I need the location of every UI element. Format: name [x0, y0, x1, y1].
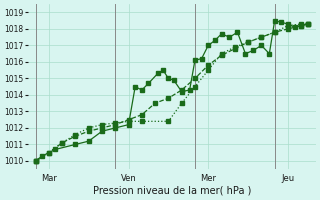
X-axis label: Pression niveau de la mer( hPa ): Pression niveau de la mer( hPa ) [92, 186, 251, 196]
